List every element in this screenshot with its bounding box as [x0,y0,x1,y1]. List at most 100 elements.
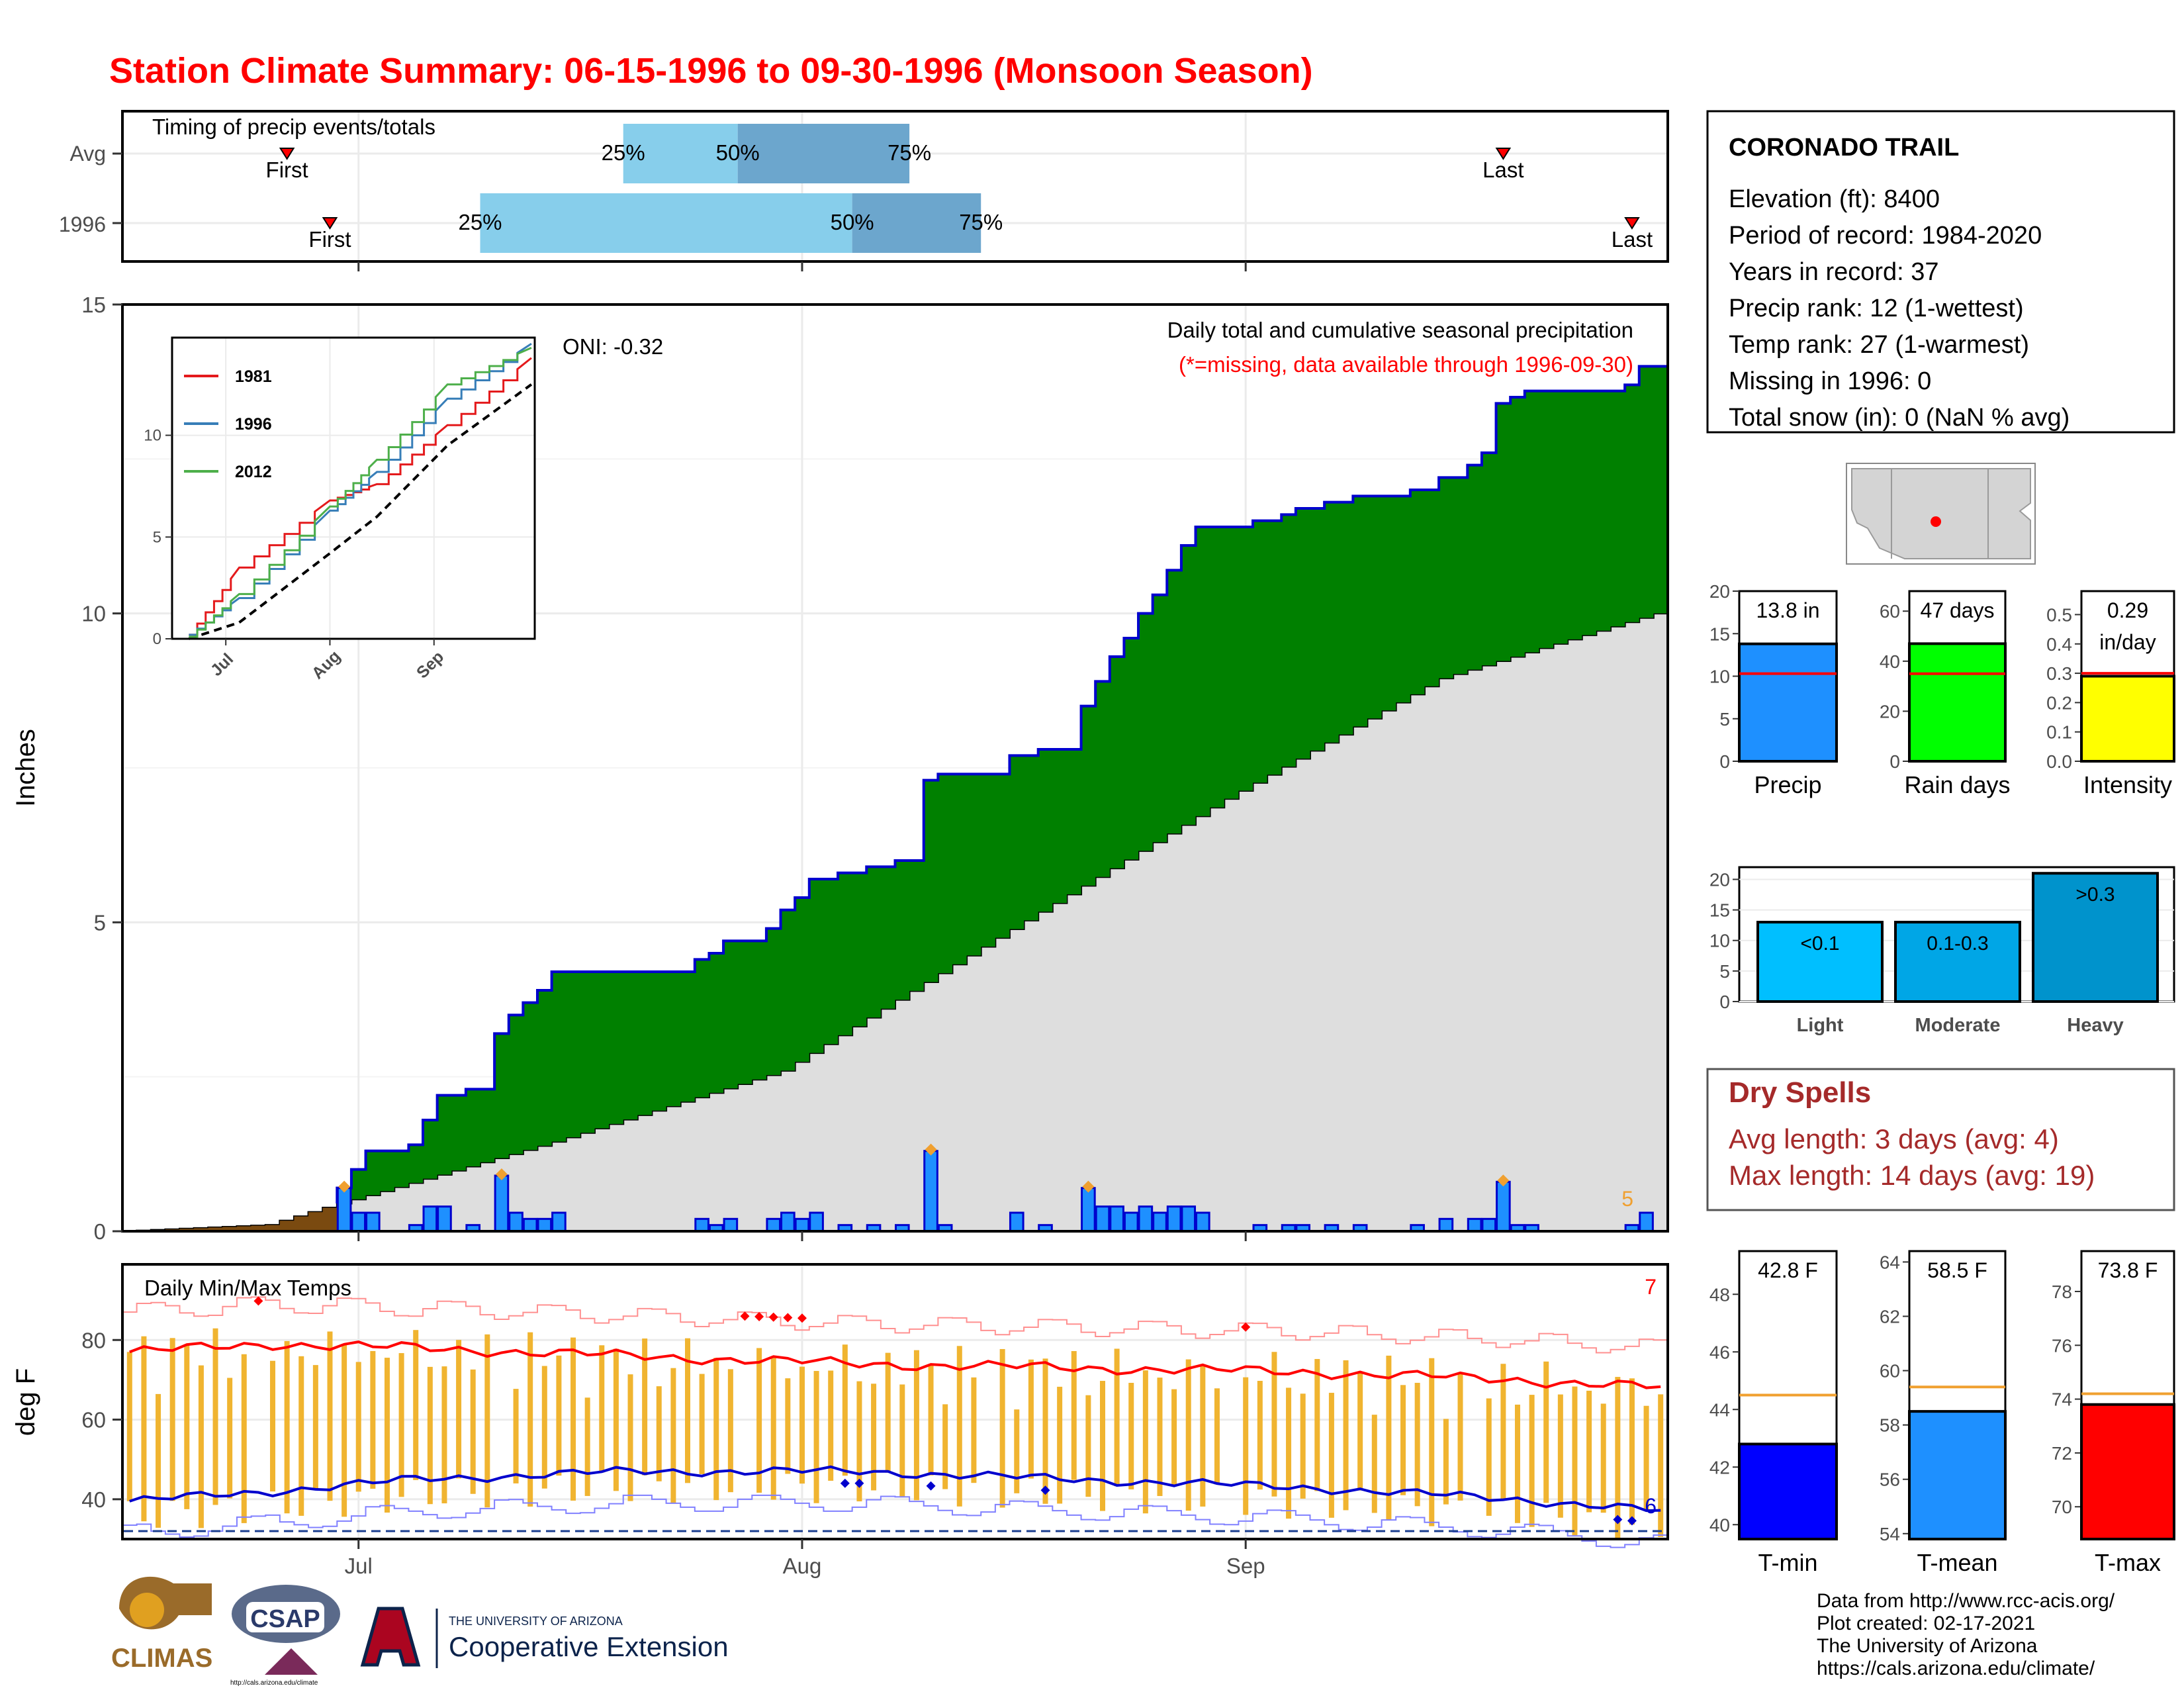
mini-category-label: T-mean [1917,1549,1997,1576]
mini-value-label: 13.8 in [1756,598,1819,622]
daily-temp-bar [627,1374,633,1501]
record-low-marker [840,1478,850,1488]
daily-temp-bar [1629,1378,1635,1525]
mini-chart-summary_precip: 0 5 10 15 20 13.8 in Precip [1709,581,1838,798]
map-state-shape [1851,468,2031,559]
mini-ytick-label: 46 [1709,1342,1730,1362]
daily-temp-bar [899,1384,905,1497]
daily-temp-bar [813,1371,819,1503]
daily-temp-bar [1114,1348,1120,1487]
heavy-day-marker [925,1143,937,1156]
daily-precip-bar [1123,1211,1139,1233]
record-low-marker [1040,1485,1050,1495]
daily-temp-bar [284,1340,290,1514]
inset-legend-label: 1981 [235,367,272,386]
daily-temp-bar [1042,1358,1048,1504]
temp-x-axis: Jul Aug Sep [345,1539,1265,1578]
daily-temp-bar [956,1346,962,1507]
daily-temp-bar [799,1366,805,1484]
inset-series-line [189,342,532,636]
dry-spells-title: Dry Spells [1729,1076,1871,1109]
footer-source: Data from http://www.rcc-acis.org/ [1817,1590,2115,1612]
mini-ytick-label: 0.3 [2046,663,2072,684]
daily-temp-bar [1572,1386,1578,1536]
daily-temp-bar [713,1358,719,1501]
cumulative-observed-area [337,366,1668,1204]
heavy-day-marker [338,1180,351,1193]
daily-temp-bar [227,1378,233,1499]
temp-ytick-label: 60 [81,1408,106,1432]
daily-temp-bar [441,1366,447,1504]
daily-temp-bar [1615,1377,1621,1539]
footer-created: Plot created: 02-17-2021 [1817,1613,2035,1634]
daily-temp-bar [727,1369,733,1493]
precip-ytick-label: 5 [94,910,106,935]
daily-temp-bar [928,1365,934,1476]
daily-temp-bar [756,1348,762,1493]
mini-ytick-label: 40 [1880,651,1900,672]
precip-ytick-label: 0 [94,1219,106,1244]
daily-temp-bar [1142,1370,1148,1514]
daily-temp-bar [327,1331,333,1501]
mini-bar [1908,1410,2007,1540]
daily-temp-bar [1185,1359,1191,1511]
timing-label-first: First [308,227,351,252]
temp-y-axis: 40 60 80 [81,1328,122,1512]
daily-temp-bar [1371,1415,1377,1513]
daily-temp-bar [513,1389,519,1483]
daily-temp-bar [556,1355,562,1476]
mini-bar [2080,1403,2175,1541]
temp-bars [126,1328,1664,1539]
daily-precip-bar [1109,1205,1124,1233]
daily-temp-bar [1586,1390,1592,1513]
daily-temp-bar [1429,1358,1435,1526]
mini-value-label: 47 days [1920,598,1994,622]
daily-temp-bar [126,1352,132,1501]
mini-ytick-label: 0 [1719,751,1730,772]
mini-value-label: 58.5 F [1927,1258,1987,1282]
station-line-years: Years in record: 37 [1729,258,1939,286]
inset-legend-label: 1996 [235,415,272,434]
precip-panel: 0 5 10 15 Inches Daily total and cumulative… [11,293,1669,1244]
timing-label-25: 25% [602,140,645,165]
mini-value-label-2: in/day [2099,630,2156,654]
station-line-snow: Total snow (in): 0 (NaN % avg) [1729,404,2070,432]
heavy-day-marker [1082,1180,1095,1193]
daily-precip-bar [1138,1205,1154,1233]
daily-temp-bar [999,1348,1005,1508]
daily-temp-bar [599,1345,605,1473]
daily-temp-bar [355,1362,361,1492]
daily-temp-bar [1057,1386,1063,1504]
mini-ytick-label: 20 [1880,701,1900,722]
timing-label-75: 75% [959,210,1003,234]
daily-precip-bar [1496,1180,1511,1233]
daily-temp-bar [298,1356,304,1516]
temp-ylabel: deg F [11,1368,40,1436]
station-line-temp-rank: Temp rank: 27 (1-warmest) [1729,331,2029,359]
daily-precip-bar [723,1217,739,1233]
daily-precip-bar [1166,1205,1182,1233]
inset-ytick-label: 10 [144,427,161,445]
daily-temp-bar [1343,1360,1349,1511]
daily-precip-bar [1438,1217,1454,1233]
daily-temp-bar [1529,1395,1535,1527]
daily-precip-bar [1639,1211,1654,1233]
precip-ylabel: Inches [11,729,40,807]
record-high-marker [754,1311,764,1321]
mini-ytick-label: 40 [1709,1515,1730,1535]
daily-precip-bar [494,1174,510,1233]
daily-temp-bar [1271,1352,1277,1497]
daily-precip-bar [1009,1211,1024,1233]
daily-temp-bar [584,1397,590,1496]
daily-temp-bar [1414,1382,1420,1507]
daily-temp-bar [1386,1355,1392,1521]
inset-ytick-label: 5 [153,528,161,546]
daily-temp-bar [1171,1389,1177,1485]
record-high-marker [1241,1322,1251,1332]
mini-ytick-label: 44 [1709,1399,1730,1420]
cumulative-observed-line [336,365,1668,1203]
daily-precip-bar [437,1205,452,1233]
record-low-line [122,1494,1668,1548]
daily-precip-bar [1481,1217,1497,1233]
daily-temp-bar [1600,1403,1606,1513]
